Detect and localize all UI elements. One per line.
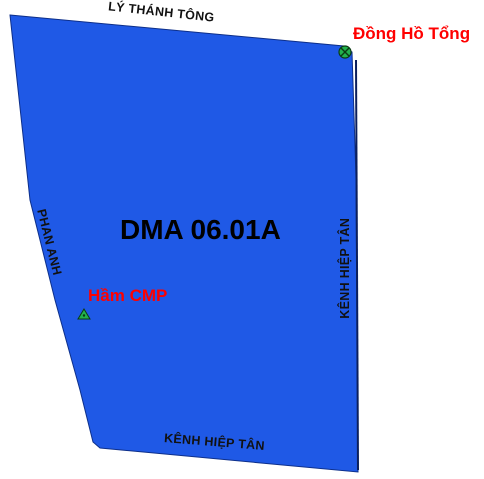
street-label-right: KÊNH HIỆP TÂN xyxy=(337,217,352,319)
cmp-chamber-icon[interactable] xyxy=(77,308,91,320)
zone-right-edge xyxy=(355,59,359,471)
meter-label: Đồng Hồ Tổng xyxy=(353,24,471,43)
cmp-label: Hầm CMP xyxy=(88,286,168,305)
master-meter-icon[interactable] xyxy=(338,45,352,59)
zone-name-label: DMA 06.01A xyxy=(120,214,281,245)
